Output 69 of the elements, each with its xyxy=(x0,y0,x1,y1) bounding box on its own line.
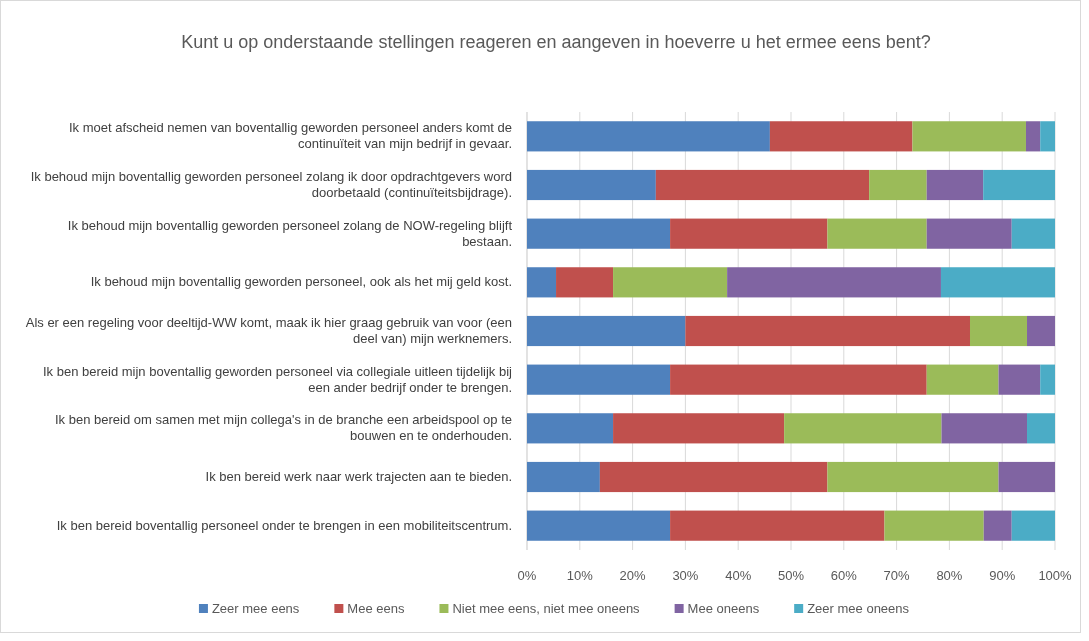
x-tick-label: 40% xyxy=(725,568,752,583)
legend-label: Mee oneens xyxy=(687,601,760,616)
bar xyxy=(884,510,984,541)
bar xyxy=(912,121,1026,152)
bar xyxy=(969,315,1028,347)
bar xyxy=(527,461,600,493)
y-tick-label: Ik behoud mijn boventallig geworden personeel zolang de NOW-regeling blijft bestaan. xyxy=(67,217,513,249)
x-tick-label: 100% xyxy=(1038,568,1073,583)
bar xyxy=(940,267,1055,298)
bar xyxy=(1027,413,1055,444)
x-tick-label: 90% xyxy=(989,568,1016,583)
bar xyxy=(556,267,614,298)
bar xyxy=(1025,121,1041,152)
bar xyxy=(941,413,1028,444)
bar xyxy=(998,364,1041,395)
bar xyxy=(926,364,999,395)
y-tick-label: Ik ben bereid om samen met mijn collega's in de branche een arbeidspool op te bouwen en te onderhouden. xyxy=(54,412,512,444)
legend-label: Niet mee eens, niet mee oneens xyxy=(452,601,641,616)
bar xyxy=(527,169,656,201)
y-tick-label: Ik moet afscheid nemen van boventallig geworden personeel anders komt de continuïteit van mijn bedrijf in gevaar. xyxy=(69,120,512,152)
bar xyxy=(784,413,942,444)
x-tick-label: 50% xyxy=(777,568,805,583)
x-tick-label: 60% xyxy=(830,568,858,583)
bar xyxy=(685,315,970,347)
bar xyxy=(527,364,671,395)
bar xyxy=(527,267,557,298)
bar xyxy=(1011,218,1055,249)
x-tick-label: 30% xyxy=(672,568,699,583)
bar xyxy=(998,461,1055,493)
bar xyxy=(1040,121,1055,152)
bar xyxy=(983,169,1055,201)
bar xyxy=(599,461,828,493)
y-tick-label: Ik ben bereid boventallig personeel onder te brengen in een mobiliteitscentrum. xyxy=(56,517,512,533)
bar xyxy=(527,218,671,249)
y-tick-label: Ik ben bereid mijn boventallig geworden personeel via collegiale uitleen tijdelijk bij een ander bedrijf onder te brengen. xyxy=(42,363,513,395)
x-tick-label: 80% xyxy=(936,568,963,583)
bar xyxy=(1027,315,1055,347)
x-tick-label: 20% xyxy=(619,568,647,583)
bar xyxy=(1011,510,1055,541)
bar xyxy=(827,461,999,493)
x-tick-label: 0% xyxy=(517,568,537,583)
bar xyxy=(827,218,927,249)
bar xyxy=(527,510,671,541)
y-tick-label: Als er een regeling voor deeltijd-WW komt, maak ik hier graag gebruik van voor (een deel van) mijn werknemers. xyxy=(25,315,512,346)
bar xyxy=(926,169,984,201)
bar xyxy=(869,169,927,201)
bar xyxy=(670,364,927,395)
y-tick-label: Ik behoud mijn boventallig geworden personeel zolang ik door opdrachtgevers word doorbetaald (continuïteitsbijdrage). xyxy=(30,169,512,200)
y-tick-label: Ik ben bereid werk naar werk trajecten aan te bieden. xyxy=(205,469,512,484)
legend-label: Mee eens xyxy=(347,601,405,616)
bar xyxy=(670,218,828,249)
bar xyxy=(655,169,870,201)
bar xyxy=(613,267,728,298)
y-tick-label: Ik behoud mijn boventallig geworden personeel, ook als het mij geld kost. xyxy=(90,274,512,290)
bar xyxy=(527,121,770,152)
bar xyxy=(527,413,614,444)
bar xyxy=(527,315,686,347)
x-tick-label: 10% xyxy=(566,568,594,583)
chart-title: Kunt u op onderstaande stellingen reageren en aangeven in hoeverre u het ermee eens bent? xyxy=(181,32,931,52)
bar xyxy=(926,218,1012,249)
bar xyxy=(613,413,785,444)
bar xyxy=(670,510,885,541)
bar xyxy=(983,510,1012,541)
bar xyxy=(727,267,941,298)
legend-label: Zeer mee eens xyxy=(211,601,300,616)
bar xyxy=(769,121,913,152)
bar xyxy=(1040,364,1055,395)
legend-label: Zeer mee oneens xyxy=(807,601,910,616)
x-tick-label: 70% xyxy=(883,568,911,583)
